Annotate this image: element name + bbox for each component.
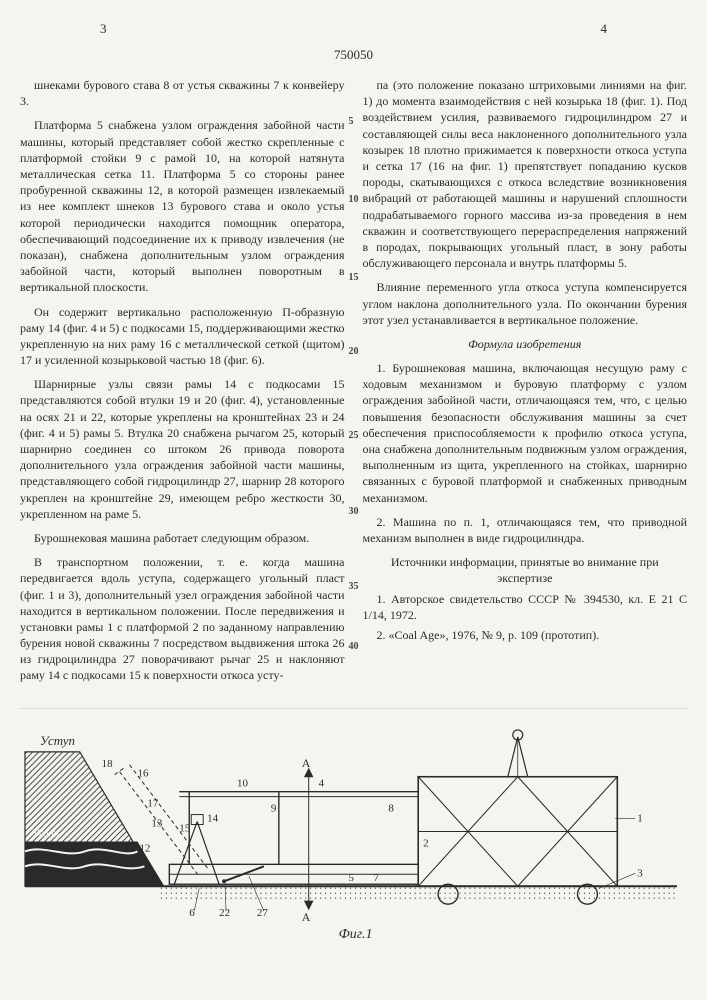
label-1: 1 (637, 812, 642, 824)
label-16: 16 (137, 767, 148, 779)
label-9: 9 (271, 802, 277, 814)
right-p1: па (это положение показано штриховыми ли… (363, 77, 688, 271)
text-columns: шнеками бурового става 8 от устья скважи… (20, 77, 687, 692)
line-marker: 40 (349, 642, 359, 652)
label-18: 18 (102, 757, 113, 769)
hinge-22 (222, 879, 226, 883)
line-marker: 30 (349, 507, 359, 517)
line-marker: 5 (349, 117, 354, 127)
page-number-left: 3 (100, 20, 107, 38)
right-column: 5 10 15 20 25 30 35 40 па (это положение… (363, 77, 688, 692)
label-A-top: А (302, 755, 311, 769)
left-p4: Шарнирные узлы связи рамы 14 с подкосами… (20, 376, 345, 522)
left-p6: В транспортном положении, т. е. когда ма… (20, 554, 345, 684)
left-p2: Платформа 5 снабжена узлом ограждения за… (20, 117, 345, 295)
sources-heading: Источники информации, принятые во вниман… (363, 554, 688, 586)
label-17: 17 (147, 797, 158, 809)
line-marker: 15 (349, 273, 359, 283)
label-6: 6 (189, 907, 195, 919)
claim-1: 1. Бурошнековая машина, включающая несущ… (363, 360, 688, 506)
label-13: 13 (151, 817, 162, 829)
left-column: шнеками бурового става 8 от устья скважи… (20, 77, 345, 692)
line-marker: 25 (349, 431, 359, 441)
claim-2: 2. Машина по п. 1, отличающаяся тем, что… (363, 514, 688, 546)
label-8: 8 (388, 802, 394, 814)
figure-caption: Фиг.1 (339, 927, 373, 942)
label-7: 7 (373, 872, 379, 884)
label-ugol: Уголь (32, 827, 59, 839)
source-1: 1. Авторское свидетельство СССР № 394530… (363, 591, 688, 623)
label-10: 10 (237, 777, 248, 789)
left-p5: Бурошнековая машина работает следующим о… (20, 530, 345, 546)
label-12: 12 (139, 842, 150, 854)
label-4: 4 (319, 777, 325, 789)
label-5: 5 (349, 872, 355, 884)
label-ustup: Уступ (40, 733, 75, 748)
source-2: 2. «Coal Age», 1976, № 9, p. 109 (протот… (363, 627, 688, 643)
label-3: 3 (637, 867, 643, 879)
line-marker: 35 (349, 582, 359, 592)
label-22: 22 (219, 907, 230, 919)
label-14: 14 (207, 812, 218, 824)
left-p1: шнеками бурового става 8 от устья скважи… (20, 77, 345, 109)
mast-r (518, 737, 528, 777)
formula-heading: Формула изобретения (363, 336, 688, 352)
label-A-bot: А (302, 910, 311, 924)
label-15: 15 (179, 822, 190, 834)
label-2: 2 (423, 837, 428, 849)
line-marker: 20 (349, 347, 359, 357)
ground-dots (159, 886, 677, 900)
right-p2: Влияние переменного угла откоса уступа к… (363, 279, 688, 328)
brace-15b (197, 821, 219, 884)
figure-svg: Уступ Уголь 18 16 17 13 12 15 14 10 9 4 … (20, 717, 687, 946)
line-marker: 10 (349, 195, 359, 205)
mast-l (508, 737, 518, 777)
patent-number: 750050 (20, 46, 687, 64)
left-p3: Он содержит вертикально расположенную П-… (20, 304, 345, 369)
figure-1: Уступ Уголь 18 16 17 13 12 15 14 10 9 4 … (20, 708, 687, 946)
sources-block: Источники информации, принятые во вниман… (363, 554, 688, 643)
page-number-right: 4 (601, 20, 608, 38)
